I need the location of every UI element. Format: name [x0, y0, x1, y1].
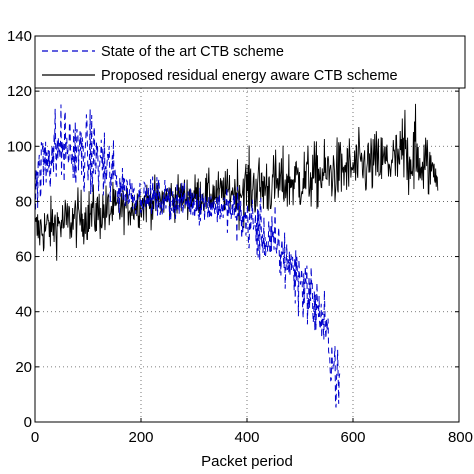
x-tick-label: 400 [234, 429, 259, 446]
legend-label: Proposed residual energy aware CTB schem… [101, 68, 398, 84]
x-tick-label: 600 [340, 429, 365, 446]
y-tick-label: 140 [7, 28, 32, 45]
legend-box [34, 35, 466, 89]
legend-label: State of the art CTB scheme [101, 44, 284, 60]
legend: State of the art CTB scheme Proposed resi… [34, 35, 466, 89]
y-tick-label: 60 [15, 249, 32, 266]
y-tick-label: 0 [24, 414, 32, 431]
x-tick-label: 800 [448, 429, 473, 446]
y-tick-label: 80 [15, 193, 32, 210]
series-line-proposed [35, 103, 439, 261]
y-tick-label: 40 [15, 304, 32, 321]
axis-ticks: 0 200 400 600 800 0 20 40 60 80 100 120 140 [7, 28, 473, 446]
x-tick-label: 0 [31, 429, 39, 446]
y-tick-label: 100 [7, 138, 32, 155]
x-tick-label: 200 [128, 429, 153, 446]
plot-area [35, 103, 439, 408]
y-tick-label: 20 [15, 359, 32, 376]
y-tick-label: 120 [7, 83, 32, 100]
grid [35, 36, 459, 422]
x-axis-label: Packet period [201, 453, 293, 470]
series-line-state-of-art [35, 104, 341, 408]
